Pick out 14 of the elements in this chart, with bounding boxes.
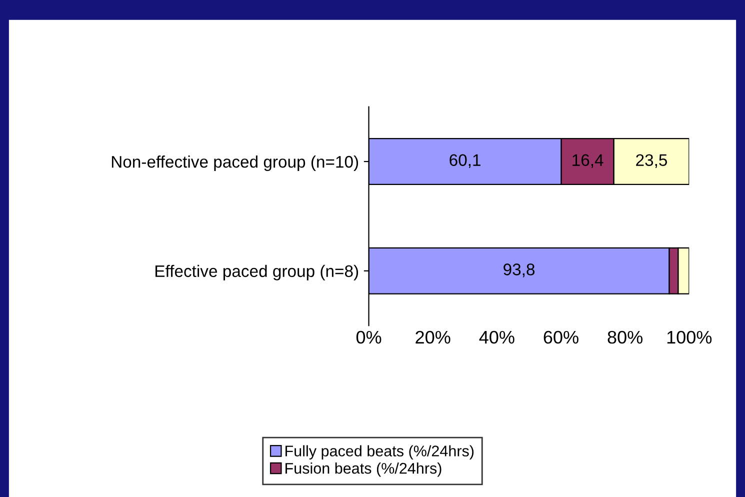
x-tick-label: 20%: [416, 330, 450, 344]
x-tick-label: 0%: [356, 330, 382, 344]
y-tick-label: Non-effective paced group (n=10): [112, 155, 358, 172]
legend-label: Fully paced beats (%/24hrs): [286, 445, 474, 460]
x-tick-label: 100%: [667, 330, 712, 344]
data-label: 16,4: [572, 154, 604, 168]
x-tick-label: 60%: [544, 330, 578, 344]
x-tick-label: 40%: [479, 330, 514, 344]
data-label: 23,5: [636, 154, 668, 168]
y-tick-label: Effective paced group (n=8): [156, 264, 358, 280]
x-tick-label: 80%: [608, 330, 642, 344]
data-label: 60,1: [450, 154, 480, 168]
data-label: 93,8: [504, 264, 535, 278]
legend-label: Fusion beats (%/24hrs): [286, 462, 442, 477]
